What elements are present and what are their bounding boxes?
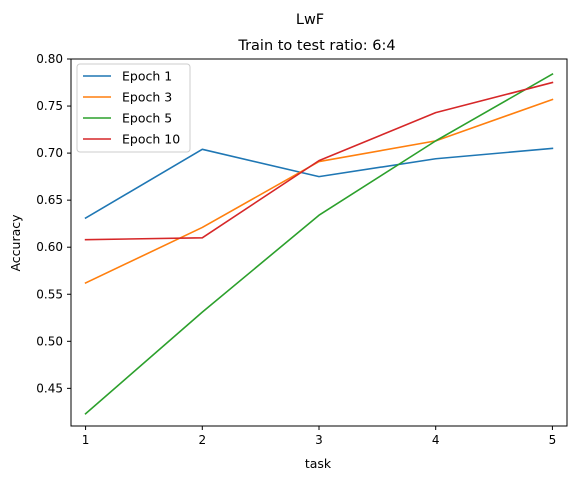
y-tick-label: 0.55 (36, 287, 63, 301)
y-axis-label: Accuracy (8, 214, 23, 272)
x-tick-label: 3 (315, 433, 323, 447)
y-tick-label: 0.75 (36, 99, 63, 113)
legend-label: Epoch 3 (122, 90, 172, 105)
series-line-epoch-5 (84, 72, 554, 415)
x-axis-label: task (305, 456, 332, 471)
legend: Epoch 1 Epoch 3 Epoch 5 Epoch 10 (76, 63, 191, 153)
legend-label: Epoch 1 (122, 69, 172, 84)
y-tick-label: 0.50 (36, 334, 63, 348)
y-tick-label: 0.65 (36, 193, 63, 207)
legend-label: Epoch 5 (122, 111, 172, 126)
y-tick-label: 0.80 (36, 52, 63, 66)
series-lines (84, 72, 554, 415)
chart-title: Train to test ratio: 6:4 (237, 38, 395, 54)
legend-box (76, 63, 191, 153)
y-tick-label: 0.70 (36, 146, 63, 160)
x-tick-label: 2 (198, 433, 206, 447)
series-line-epoch-1 (84, 147, 554, 220)
y-tick-label: 0.45 (36, 381, 63, 395)
plot-area: 1 2 3 4 5 0.45 0.50 0.55 0.60 0.65 0.70 0.75 0.80 (36, 52, 568, 447)
y-axis: 0.45 0.50 0.55 0.60 0.65 0.70 0.75 0.80 (36, 52, 71, 395)
y-tick-label: 0.60 (36, 240, 63, 254)
x-tick-label: 4 (432, 433, 440, 447)
chart-suptitle: LwF (296, 12, 324, 28)
x-tick-label: 5 (549, 433, 557, 447)
series-line-epoch-10 (84, 81, 554, 241)
legend-label: Epoch 10 (122, 132, 180, 147)
x-axis: 1 2 3 4 5 (82, 426, 556, 447)
x-tick-label: 1 (82, 433, 90, 447)
